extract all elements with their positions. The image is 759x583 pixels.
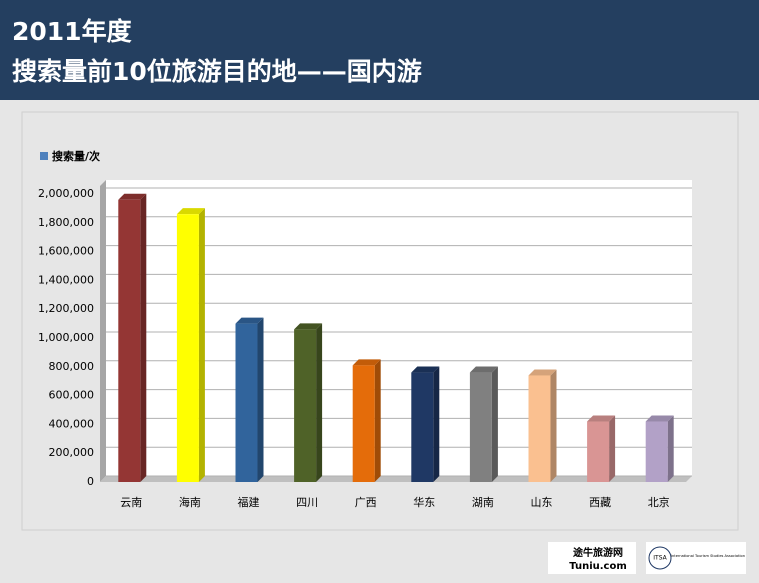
logo-text: 途牛旅游网 <box>573 546 623 559</box>
logo-text: International Tourism Studies Associatio… <box>671 554 745 558</box>
bar-side <box>257 317 264 482</box>
bar-top <box>645 415 674 422</box>
x-tick-label: 北京 <box>648 495 670 509</box>
y-tick-label: 1,600,000 <box>38 245 94 258</box>
bar <box>352 365 375 482</box>
x-tick-label: 华东 <box>413 495 435 509</box>
bar-top <box>528 369 557 376</box>
y-tick-label: 1,200,000 <box>38 302 94 315</box>
legend-label: 搜索量/次 <box>52 149 100 163</box>
bar-top <box>352 359 381 366</box>
bar-top <box>235 317 264 324</box>
x-tick-label: 广西 <box>355 496 377 509</box>
bar-top <box>294 323 323 330</box>
x-tick-label: 云南 <box>120 496 142 509</box>
bar-side <box>491 366 498 482</box>
bar <box>528 375 551 482</box>
bar <box>645 421 668 482</box>
chart: 途牛旅游网 Tuniu.com ITSA International Touri… <box>21 111 746 574</box>
y-tick-label: 0 <box>87 475 94 488</box>
x-tick-label: 四川 <box>296 496 318 509</box>
side-wall <box>100 180 106 482</box>
x-tick-label: 山东 <box>531 496 553 509</box>
bar <box>294 329 317 482</box>
bar-side <box>550 369 557 482</box>
bar-top <box>176 208 205 215</box>
y-tick-label: 800,000 <box>49 360 95 373</box>
bar-side <box>140 193 147 482</box>
y-tick-label: 1,400,000 <box>38 273 94 286</box>
x-tick-label: 西藏 <box>589 496 611 509</box>
y-tick-label: 400,000 <box>49 417 95 430</box>
x-tick-label: 湖南 <box>472 496 494 509</box>
bar-side <box>316 323 323 482</box>
bar <box>469 372 492 482</box>
bar-side <box>374 359 381 482</box>
y-tick-label: 200,000 <box>49 446 95 459</box>
bar-side <box>433 366 440 482</box>
y-tick-label: 600,000 <box>49 389 95 402</box>
bar-side <box>198 208 205 482</box>
y-tick-label: 2,000,000 <box>38 187 94 200</box>
logo-text: Tuniu.com <box>569 561 627 572</box>
bar-side <box>667 415 674 482</box>
bar-top <box>587 415 616 422</box>
header: 2011年度 搜索量前10位旅游目的地——国内游 <box>0 0 759 100</box>
bar <box>235 323 258 482</box>
bar <box>176 214 199 482</box>
bar-top <box>469 366 498 373</box>
legend-swatch <box>40 152 48 160</box>
bar-top <box>411 366 440 373</box>
bar <box>118 199 141 482</box>
logo-box <box>548 542 636 574</box>
bar-side <box>609 415 616 482</box>
y-tick-label: 1,800,000 <box>38 216 94 229</box>
title-line: 搜索量前10位旅游目的地——国内游 <box>12 57 422 86</box>
y-tick-label: 1,000,000 <box>38 331 94 344</box>
x-tick-label: 海南 <box>179 495 201 509</box>
bar <box>587 421 610 482</box>
logo-text: ITSA <box>653 555 667 562</box>
logo-circle <box>648 546 672 570</box>
x-tick-label: 福建 <box>238 495 260 509</box>
title-line: 2011年度 <box>12 17 132 46</box>
bar <box>411 372 434 482</box>
bar-top <box>118 193 147 200</box>
